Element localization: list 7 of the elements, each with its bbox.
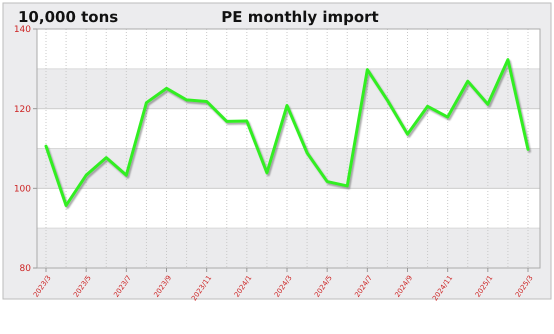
y-tick-label: 100 — [14, 184, 32, 194]
y-tick-label: 140 — [14, 25, 32, 36]
y-axis-title: 10,000 tons — [18, 8, 118, 26]
y-tick-label: 80 — [20, 264, 32, 274]
line-series — [44, 58, 530, 207]
y-tick-label: 120 — [14, 104, 32, 115]
chart-title: PE monthly import — [221, 8, 379, 26]
